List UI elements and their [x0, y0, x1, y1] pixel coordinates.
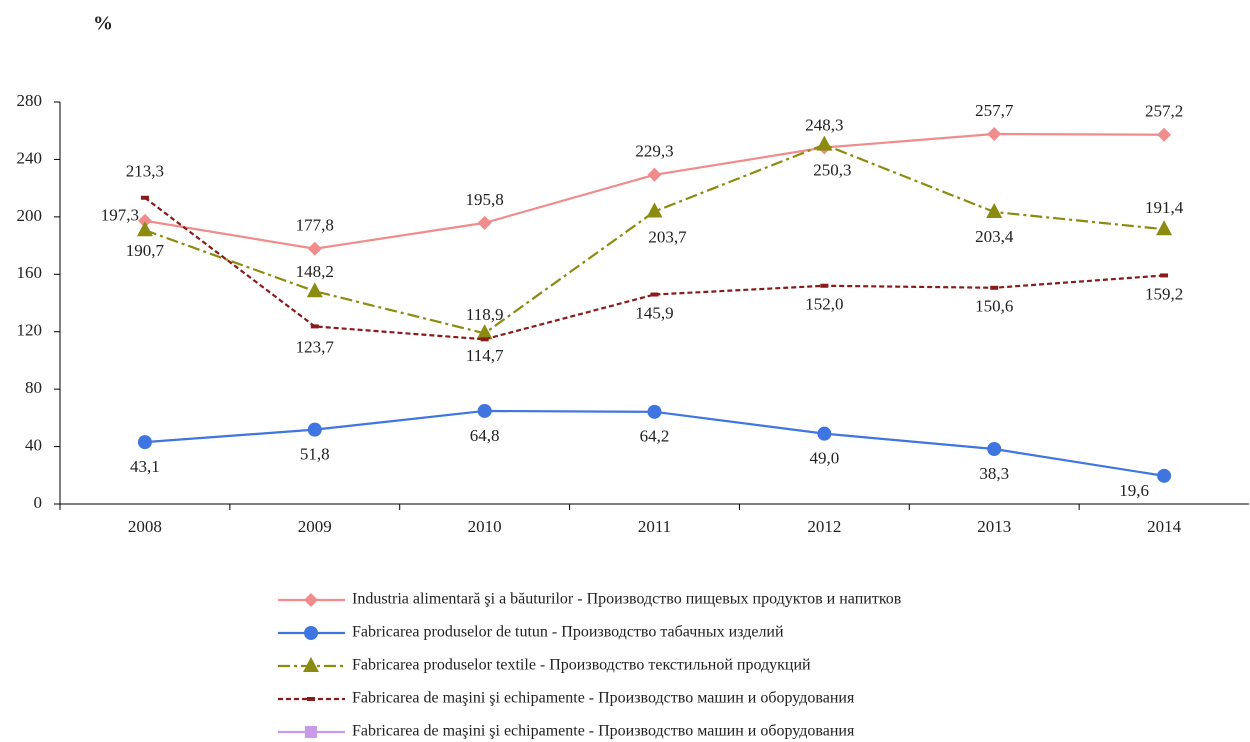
data-point: [647, 167, 662, 182]
data-point: [137, 435, 152, 450]
data-label: 43,1: [130, 457, 160, 476]
y-tick-label: 120: [17, 321, 43, 340]
y-axis-label: %: [93, 13, 113, 35]
y-tick-label: 280: [17, 91, 43, 110]
data-point: [816, 135, 833, 151]
data-point: [820, 283, 829, 288]
data-point: [1160, 273, 1169, 278]
legend-marker: [304, 626, 318, 640]
x-tick-label: 2012: [807, 517, 841, 536]
legend-marker: [304, 593, 318, 607]
data-point: [307, 422, 322, 437]
data-label: 229,3: [635, 142, 673, 161]
data-label: 19,6: [1119, 481, 1149, 500]
legend-label: Fabricarea de maşini şi echipamente - Пр…: [352, 723, 855, 740]
x-tick-label: 2013: [977, 517, 1011, 536]
y-tick-label: 40: [25, 435, 42, 454]
data-point: [307, 241, 322, 256]
x-tick-label: 2011: [638, 517, 671, 536]
x-tick-label: 2010: [468, 517, 502, 536]
data-label: 190,7: [126, 241, 165, 260]
data-label: 114,7: [466, 346, 504, 365]
data-point: [136, 221, 153, 237]
y-tick-label: 240: [17, 148, 43, 167]
data-point: [987, 127, 1002, 142]
legend-label: Fabricarea produselor de tutun - Произво…: [352, 624, 784, 641]
data-label: 38,3: [979, 464, 1009, 483]
data-label: 195,8: [466, 190, 504, 209]
data-point: [477, 215, 492, 230]
data-label: 64,2: [640, 427, 670, 446]
data-point: [306, 282, 323, 298]
data-point: [646, 202, 663, 218]
y-tick-label: 80: [25, 378, 42, 397]
data-label: 51,8: [300, 445, 330, 464]
data-point: [140, 195, 149, 200]
data-label: 191,4: [1145, 198, 1184, 217]
legend-label: Industria alimentară şi a băuturilor - П…: [352, 591, 902, 608]
data-label: 159,2: [1145, 284, 1183, 303]
data-label: 177,8: [296, 216, 334, 235]
data-point: [137, 213, 152, 228]
data-label: 150,6: [975, 297, 1013, 316]
legend-marker: [303, 657, 319, 672]
data-point: [476, 324, 493, 340]
data-label: 213,3: [126, 162, 164, 181]
data-point: [990, 285, 999, 290]
data-point: [1157, 468, 1172, 483]
data-label: 118,9: [466, 305, 504, 324]
y-tick-label: 200: [17, 206, 43, 225]
data-label: 250,3: [813, 161, 851, 180]
data-point: [480, 337, 489, 342]
data-label: 64,8: [470, 426, 500, 445]
data-label: 123,7: [296, 337, 335, 356]
data-label: 203,7: [648, 227, 687, 246]
data-point: [986, 202, 1003, 218]
data-label: 248,3: [805, 115, 843, 134]
data-label: 257,2: [1145, 102, 1183, 121]
data-point: [1157, 127, 1172, 142]
legend-marker: [307, 697, 315, 701]
x-tick-label: 2014: [1147, 517, 1182, 536]
data-label: 148,2: [296, 262, 334, 281]
data-label: 49,0: [809, 449, 839, 468]
data-point: [987, 442, 1002, 457]
data-label: 203,4: [975, 227, 1014, 246]
y-tick-label: 0: [34, 493, 43, 512]
data-label: 197,3: [101, 206, 139, 225]
legend-label: Fabricarea produselor textile - Производ…: [352, 657, 811, 674]
legend-label: Fabricarea de maşini şi echipamente - Пр…: [352, 690, 855, 707]
y-tick-label: 160: [17, 263, 43, 282]
data-point: [1156, 220, 1173, 236]
data-point: [817, 426, 832, 441]
data-point: [647, 404, 662, 419]
data-point: [310, 324, 319, 329]
data-point: [650, 292, 659, 297]
data-point: [477, 403, 492, 418]
data-label: 257,7: [975, 101, 1014, 120]
legend-marker: [305, 726, 317, 738]
x-tick-label: 2008: [128, 517, 162, 536]
x-tick-label: 2009: [298, 517, 332, 536]
data-label: 152,0: [805, 295, 843, 314]
data-label: 145,9: [635, 303, 673, 322]
